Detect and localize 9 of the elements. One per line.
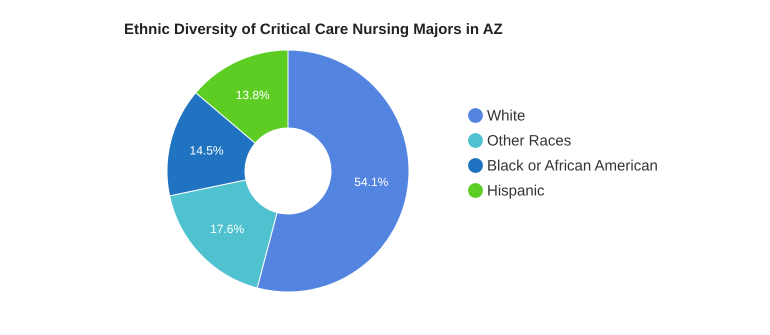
data-label: 14.5% [190, 143, 224, 158]
data-label: 17.6% [210, 222, 244, 236]
data-label: 13.8% [236, 88, 270, 102]
chart-title: Ethnic Diversity of Critical Care Nursing Majors in AZ [124, 21, 503, 38]
legend-label: White [487, 108, 526, 124]
legend-label: Black or African American [487, 158, 658, 174]
legend-label: Hispanic [487, 182, 546, 200]
data-label: 54.1% [354, 174, 389, 189]
legend-label: Other Races [487, 132, 572, 150]
